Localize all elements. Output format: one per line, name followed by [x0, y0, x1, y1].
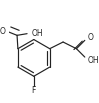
- Text: OH: OH: [87, 56, 99, 65]
- Text: OH: OH: [31, 29, 43, 38]
- Text: O: O: [0, 28, 5, 36]
- Text: O: O: [87, 33, 93, 42]
- Text: F: F: [32, 86, 36, 95]
